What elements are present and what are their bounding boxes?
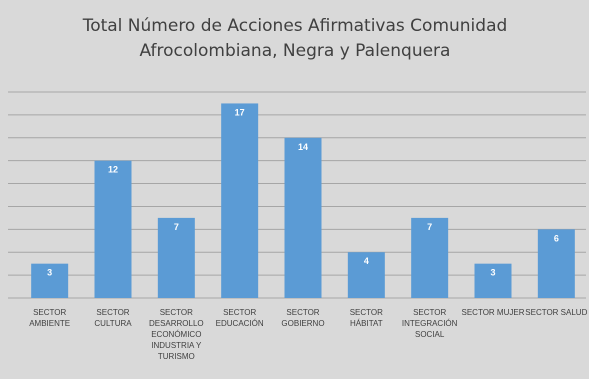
x-tick-label: SECTOR DESARROLLO ECONÓMICO INDUSTRIA Y … [148, 308, 204, 361]
x-tick-label: SECTOR AMBIENTE [29, 308, 71, 328]
bar [411, 217, 449, 298]
bar [347, 252, 385, 298]
x-tick-label: SECTOR HÁBITAT [349, 308, 383, 328]
x-tick-label: SECTOR MUJER [461, 308, 525, 317]
value-label: 17 [235, 107, 245, 117]
bar [157, 217, 195, 298]
bar [537, 229, 575, 298]
value-label: 6 [554, 233, 559, 243]
value-label: 3 [47, 268, 52, 278]
value-label: 7 [427, 222, 432, 232]
chart-title: Total Número de Acciones Afirmativas Com… [82, 16, 508, 61]
bar [221, 103, 259, 298]
x-tick-label: SECTOR EDUCACIÓN [215, 308, 264, 328]
bar [31, 263, 69, 298]
bar [94, 160, 132, 298]
bar [284, 137, 322, 298]
x-tick-label: SECTOR GOBIERNO [281, 308, 325, 328]
value-label: 7 [174, 222, 179, 232]
x-tick-label: SECTOR SALUD [525, 308, 588, 317]
x-tick-label: SECTOR INTEGRACIÓN SOCIAL [401, 308, 458, 339]
value-label: 12 [108, 165, 118, 175]
value-label: 4 [364, 256, 369, 266]
value-label: 3 [490, 268, 495, 278]
x-tick-label: SECTOR CULTURA [94, 308, 132, 328]
value-label: 14 [298, 142, 308, 152]
bar [474, 263, 512, 298]
